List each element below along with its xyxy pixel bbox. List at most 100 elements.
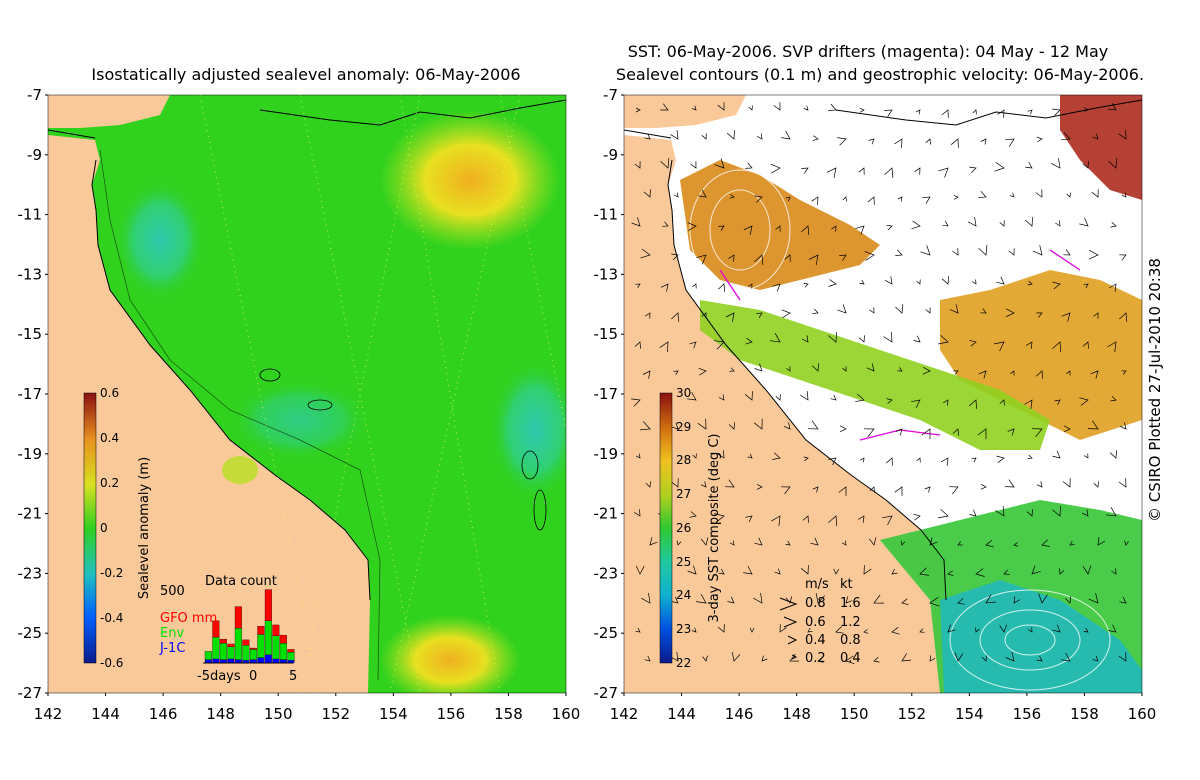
velocity-arrow [943,399,949,406]
velocity-arrow [894,138,903,148]
sst-sealevel-contours [689,169,1111,691]
sla-reef-1 [259,368,281,382]
velocity-arrow [747,453,753,459]
velocity-arrow [718,394,725,401]
velocity-arrow [1107,341,1117,353]
right-y-tick-label: -11 [594,206,619,224]
velocity-arrow [700,537,709,546]
velocity-arrow [754,537,763,546]
right-y-tick-label: -25 [594,624,619,642]
velocity-arrow [1036,312,1043,318]
sst-cb-tick: 25 [676,555,691,569]
velocity-arrow [786,366,791,372]
sla-islands [259,99,566,126]
sla-cb-tick: 0.2 [100,476,119,490]
velocity-arrow [929,537,938,546]
legend-env: Env [160,626,184,641]
velocity-arrow [812,486,819,493]
data-count-xlabel-end: 5 [289,669,297,684]
velocity-arrow [975,627,980,633]
legend-j1c: J-1C [159,641,185,656]
velocity-arrow [749,627,755,633]
velocity-arrow [841,540,847,546]
velocity-arrow [866,363,875,372]
sst-cb-tick: 26 [676,521,691,535]
velocity-arrow [980,483,987,490]
velocity-arrow [635,627,641,633]
velocity-arrow [714,513,725,523]
sst-cb-tick: 27 [676,487,691,501]
velocity-arrow [713,340,725,350]
velocity-arrow [952,248,959,256]
velocity-arrow [692,453,697,459]
velocity-arrow [803,456,809,462]
velocity-arrow [1091,189,1099,198]
velocity-arrow [729,367,735,372]
velocity-arrow [807,420,819,430]
sst-cb-tick: 29 [676,420,691,434]
left-y-tick-label: -7 [27,86,42,104]
left-y-tick-label: -17 [18,385,43,403]
velocity-arrow [869,307,875,314]
velocity-arrow [938,167,949,178]
data-count-bar-gfo [242,639,250,646]
velocity-arrow [1110,395,1117,402]
velocity-arrow [885,457,893,466]
data-count-bar-gfo [249,647,257,650]
sst-cb-tick: 28 [676,453,691,467]
sla-cb-tick: -0.6 [100,656,123,670]
velocity-arrow [670,478,679,488]
velocity-arrow [839,254,847,261]
right-y-tick-label: -13 [594,265,619,283]
sst-cyan-south [940,580,1142,693]
velocity-arrow [645,312,651,319]
velocity-arrow [1007,428,1015,436]
data-count-title: Data count [205,574,277,589]
velocity-arrow [929,655,936,662]
velocity-arrow [717,450,725,459]
velocity-arrow [1013,596,1020,604]
velocity-arrow [673,192,679,198]
velocity-arrow [701,312,707,319]
left-x-tick-label: 156 [437,705,466,723]
right-y-tick-label: -9 [603,146,618,164]
velocity-arrow [855,225,865,235]
velocity-arrow [774,568,781,575]
right-panel-title-line1: SST: 06-May-2006. SVP drifters (magenta)… [628,42,1108,61]
velocity-arrow [691,627,697,633]
right-y-tick-label: -15 [594,325,619,343]
sla-cb-tick: -0.4 [100,611,123,625]
sla-low-east [490,360,566,500]
velocity-arrow [1119,312,1128,322]
sst-islands [835,99,1142,126]
data-count-bar-j1c [264,654,272,664]
velocity-arrow [831,225,837,232]
velocity-arrow [924,486,931,493]
velocity-arrow [1118,652,1127,662]
velocity-arrow [1088,249,1099,260]
velocity-arrow [919,567,929,576]
left-x-tick-label: 158 [494,705,523,723]
velocity-arrow [941,457,949,466]
velocity-arrow [1092,133,1099,140]
left-y-tick-label: -19 [18,445,43,463]
velocity-arrow [952,428,959,436]
velocity-arrow [828,103,837,111]
velocity-arrow [728,422,735,430]
right-x-tick-label: 146 [725,705,754,723]
velocity-arrow [1093,312,1099,319]
velocity-arrow [1108,103,1117,111]
velocity-arrow [728,254,735,262]
velocity-arrow [785,196,791,202]
velocity-arrow [781,309,791,319]
velocity-arrow [743,565,753,575]
sla-cb-tick: -0.2 [100,566,123,580]
velocity-arrow [859,107,865,113]
data-count-bar-env [212,637,220,660]
velocity-arrow [775,225,781,232]
velocity-arrow [640,248,651,259]
data-count-bar-env [204,651,212,660]
velocity-arrow [731,652,741,662]
velocity-arrow [972,109,977,115]
sst-cb-tick: 24 [676,588,691,602]
